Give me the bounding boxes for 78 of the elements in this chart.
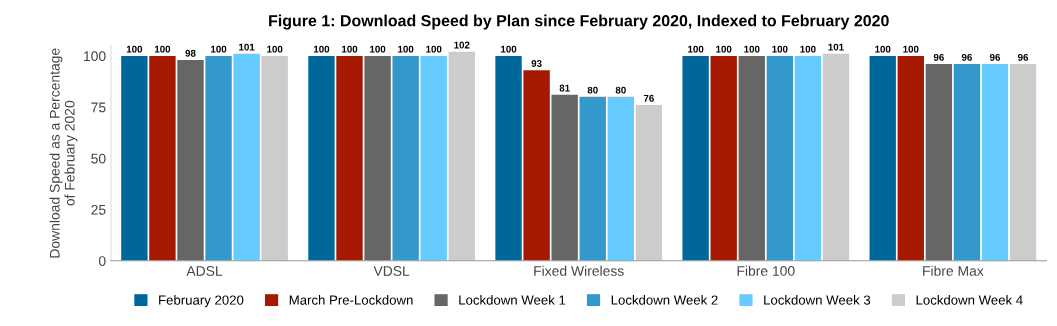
- data-label: 100: [126, 45, 143, 53]
- bar: [953, 64, 981, 261]
- bar: [897, 55, 924, 261]
- legend-label: Lockdown Week 3: [764, 295, 871, 305]
- bar: [794, 55, 822, 261]
- data-label: 96: [961, 53, 972, 61]
- bar: [822, 53, 850, 261]
- bar: [981, 64, 1009, 261]
- bar: [205, 55, 232, 261]
- bar: [495, 55, 522, 261]
- legend-label: February 2020: [159, 295, 244, 308]
- data-label: 96: [933, 53, 944, 61]
- y-tick-label: 50: [91, 153, 106, 164]
- data-label: 100: [313, 45, 330, 53]
- bar: [336, 55, 363, 261]
- bar: [579, 96, 606, 261]
- data-label: 100: [154, 45, 171, 53]
- bar: [869, 55, 896, 261]
- x-tick-label: Fibre 100: [737, 265, 795, 276]
- bar: [523, 70, 550, 261]
- bar: [607, 96, 634, 261]
- data-label: 100: [267, 45, 283, 53]
- bar: [551, 94, 578, 261]
- data-label: 100: [688, 45, 704, 53]
- bar: [448, 51, 475, 261]
- legend-label: Lockdown Week 4: [916, 295, 1023, 305]
- data-label: 100: [211, 45, 227, 53]
- bar: [1009, 64, 1037, 261]
- bar: [738, 55, 765, 261]
- data-label: 100: [426, 45, 442, 53]
- data-label: 98: [185, 49, 196, 57]
- x-tick-label: ADSL: [186, 266, 223, 276]
- legend-label: March Pre-Lockdown: [289, 295, 413, 305]
- data-label: 100: [370, 45, 386, 53]
- bar: [420, 55, 447, 261]
- x-tick-label: Fibre Max: [923, 265, 984, 276]
- y-tick-label: 75: [91, 102, 106, 113]
- data-label: 80: [615, 86, 626, 94]
- data-label: 100: [716, 45, 732, 53]
- legend-label: Lockdown Week 1: [459, 295, 566, 305]
- bar: [261, 55, 288, 261]
- data-label: 102: [454, 41, 470, 49]
- data-label: 81: [559, 84, 570, 92]
- data-label: 96: [989, 53, 1001, 61]
- legend-label: Lockdown Week 2: [611, 295, 718, 305]
- y-tick-label: 100: [84, 51, 106, 62]
- data-label: 100: [903, 45, 919, 53]
- data-label: 80: [587, 86, 598, 94]
- y-tick-label: 25: [91, 204, 106, 215]
- bar: [766, 55, 794, 261]
- data-label: 101: [239, 43, 255, 51]
- bar: [177, 59, 204, 261]
- data-label: 100: [501, 45, 517, 53]
- data-label: 100: [875, 45, 891, 53]
- bar: [635, 105, 663, 261]
- bar: [925, 64, 953, 261]
- x-tick-label: Fixed Wireless: [534, 265, 624, 276]
- y-tick-label: 0: [98, 256, 106, 266]
- data-label: 93: [531, 60, 542, 67]
- x-tick-label: VDSL: [373, 266, 410, 276]
- data-label: 100: [398, 45, 414, 53]
- bar: [364, 55, 391, 261]
- bar: [682, 55, 709, 261]
- bar: [121, 55, 148, 261]
- data-label: 100: [800, 45, 816, 53]
- y-axis-title: Download Speed as a Percentage of February 2020: [49, 48, 78, 258]
- data-label: 100: [772, 45, 788, 53]
- bar: [392, 55, 419, 261]
- bar: [308, 55, 335, 261]
- bar: [233, 53, 260, 261]
- bar: [149, 55, 176, 261]
- data-label: 76: [643, 94, 654, 102]
- data-label: 100: [342, 45, 358, 53]
- bar: [710, 55, 737, 261]
- chart-title: Figure 1: Download Speed by Plan since February 2020, Indexed to February 2020: [269, 14, 889, 30]
- data-label: 100: [744, 45, 760, 53]
- data-label: 96: [1017, 53, 1029, 61]
- data-label: 101: [828, 43, 844, 51]
